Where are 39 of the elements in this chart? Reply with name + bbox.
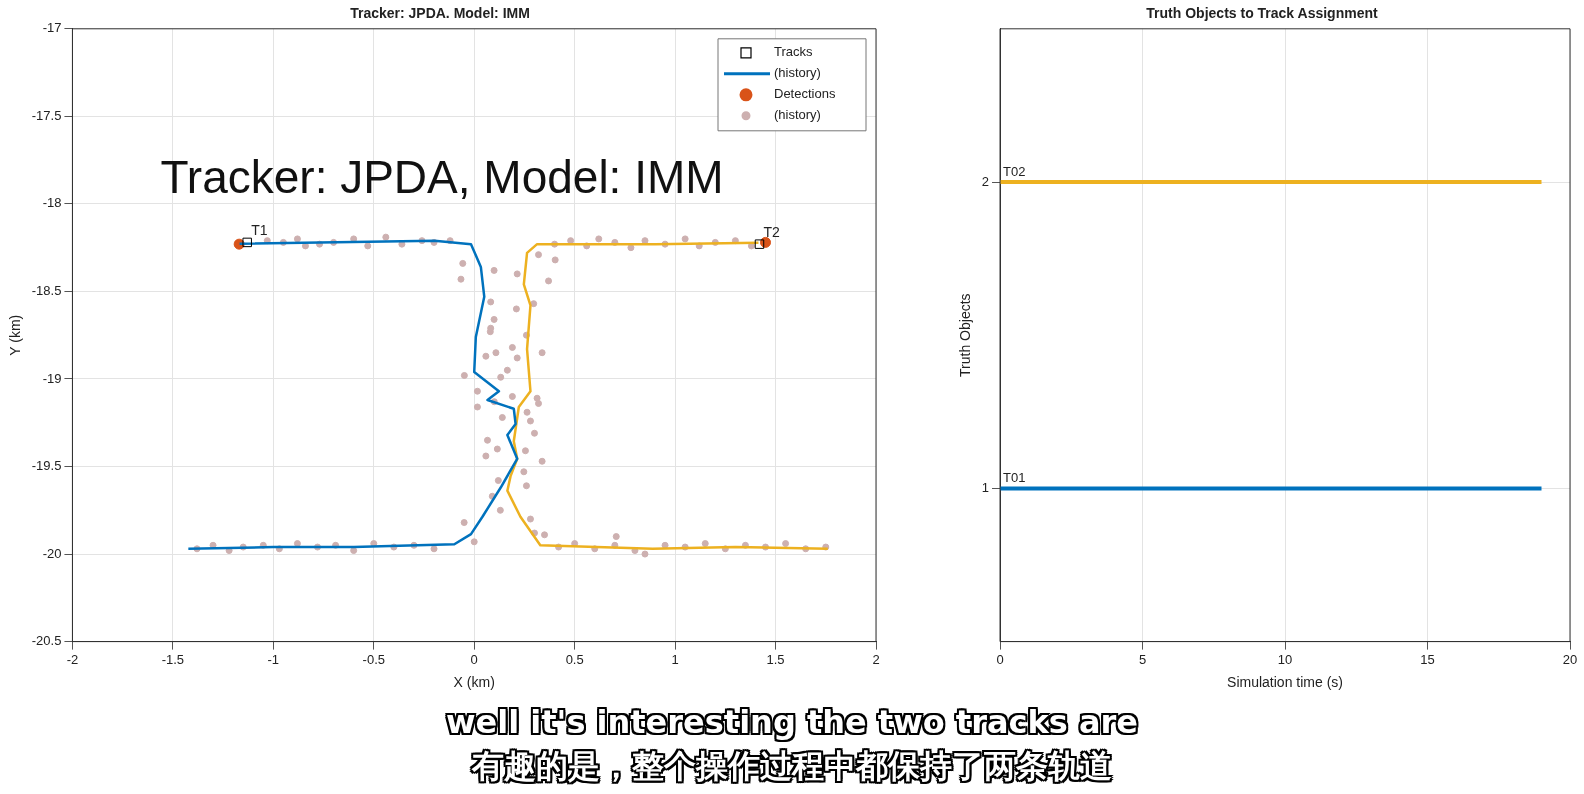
legend-label: Detections <box>774 86 836 102</box>
y-tick-label: -17.5 <box>31 107 62 123</box>
y-axis-title: Y (km) <box>7 314 24 356</box>
x-tick-label: 0 <box>996 651 1004 667</box>
y-tick-label: -19 <box>42 370 62 386</box>
y-tick-label: -19.5 <box>31 458 62 474</box>
legend-label: Tracks <box>774 44 814 60</box>
x-tick-label: 2 <box>872 651 880 667</box>
y-tick-label: -20.5 <box>31 633 62 649</box>
y-tick-label: -18 <box>42 195 62 211</box>
annotation: T1 <box>251 222 268 239</box>
x-tick-label: 10 <box>1277 651 1293 667</box>
chart-title: Tracker: JPDA. Model: IMM <box>350 5 530 22</box>
y-axis-title: Truth Objects <box>957 293 974 377</box>
x-tick-label: 0 <box>470 651 478 667</box>
annotation: T2 <box>763 224 781 241</box>
x-tick-label: 1 <box>671 651 679 667</box>
y-tick-label: -18.5 <box>31 283 62 299</box>
y-tick-label: -20 <box>42 545 62 561</box>
y-tick-label: -17 <box>42 20 62 36</box>
annotation: Tracker: JPDA, Model: IMM <box>160 151 724 204</box>
legend-label: (history) <box>774 65 821 81</box>
series-label: T01 <box>1003 470 1026 486</box>
chart-title: Truth Objects to Track Assignment <box>1146 5 1378 22</box>
x-tick-label: -1 <box>267 651 280 667</box>
x-tick-label: -2 <box>66 651 79 667</box>
x-axis-title: X (km) <box>453 674 495 691</box>
x-tick-label: 1.5 <box>766 651 785 667</box>
x-tick-label: 15 <box>1420 651 1435 667</box>
x-tick-label: -0.5 <box>362 651 385 667</box>
x-tick-label: -1.5 <box>161 651 185 667</box>
x-tick-label: 0.5 <box>565 651 584 667</box>
x-axis-title: Simulation time (s) <box>1227 674 1343 691</box>
text: well it's interesting the two tracks are <box>444 702 1140 744</box>
series-label: T02 <box>1003 164 1026 180</box>
legend-label: (history) <box>774 107 821 123</box>
x-tick-label: 5 <box>1138 651 1147 667</box>
text: 有趣的是，整个操作过程中都保持了两条轨道 <box>468 746 1115 787</box>
x-tick-label: 20 <box>1562 651 1578 667</box>
